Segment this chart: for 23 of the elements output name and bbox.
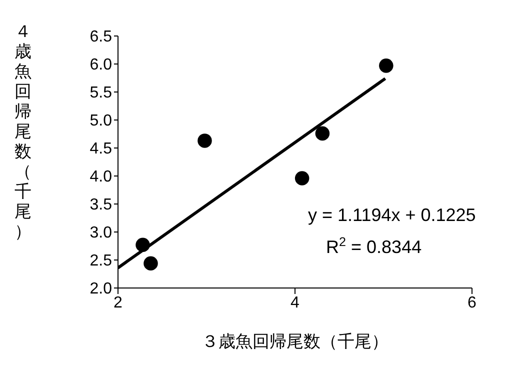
point: [294, 171, 310, 186]
y-tick-label: 2.0: [90, 280, 112, 298]
x-tick-label: 4: [290, 294, 300, 312]
y-tick-label: 2.5: [90, 252, 112, 270]
x-tick-label: 2: [114, 294, 123, 312]
y-tick-label: 3.5: [90, 196, 112, 214]
y-tick-label: 4.5: [90, 140, 112, 158]
point: [136, 238, 150, 252]
y-tick-label: 4.0: [90, 168, 112, 186]
y-tick-label: 6.0: [90, 56, 112, 74]
annotation: R$^{2}$ = 0.8344: [326, 235, 422, 257]
point: [315, 126, 330, 141]
x-tick-label: 6: [468, 294, 477, 312]
point: [144, 256, 158, 270]
annotation: y = 1.1194x + 0.1225: [308, 205, 476, 225]
point: [198, 134, 212, 148]
y-tick-label: 5.5: [90, 84, 112, 102]
x-axis-title: ３歳魚回帰尾数（千尾）: [200, 331, 390, 353]
point: [379, 58, 394, 73]
y-tick-label: 6.5: [90, 28, 112, 46]
y-tick-label: 3.0: [90, 224, 112, 242]
y-tick-label: 5.0: [90, 112, 112, 130]
text: ４歳魚回帰尾数（千尾）: [14, 22, 32, 241]
